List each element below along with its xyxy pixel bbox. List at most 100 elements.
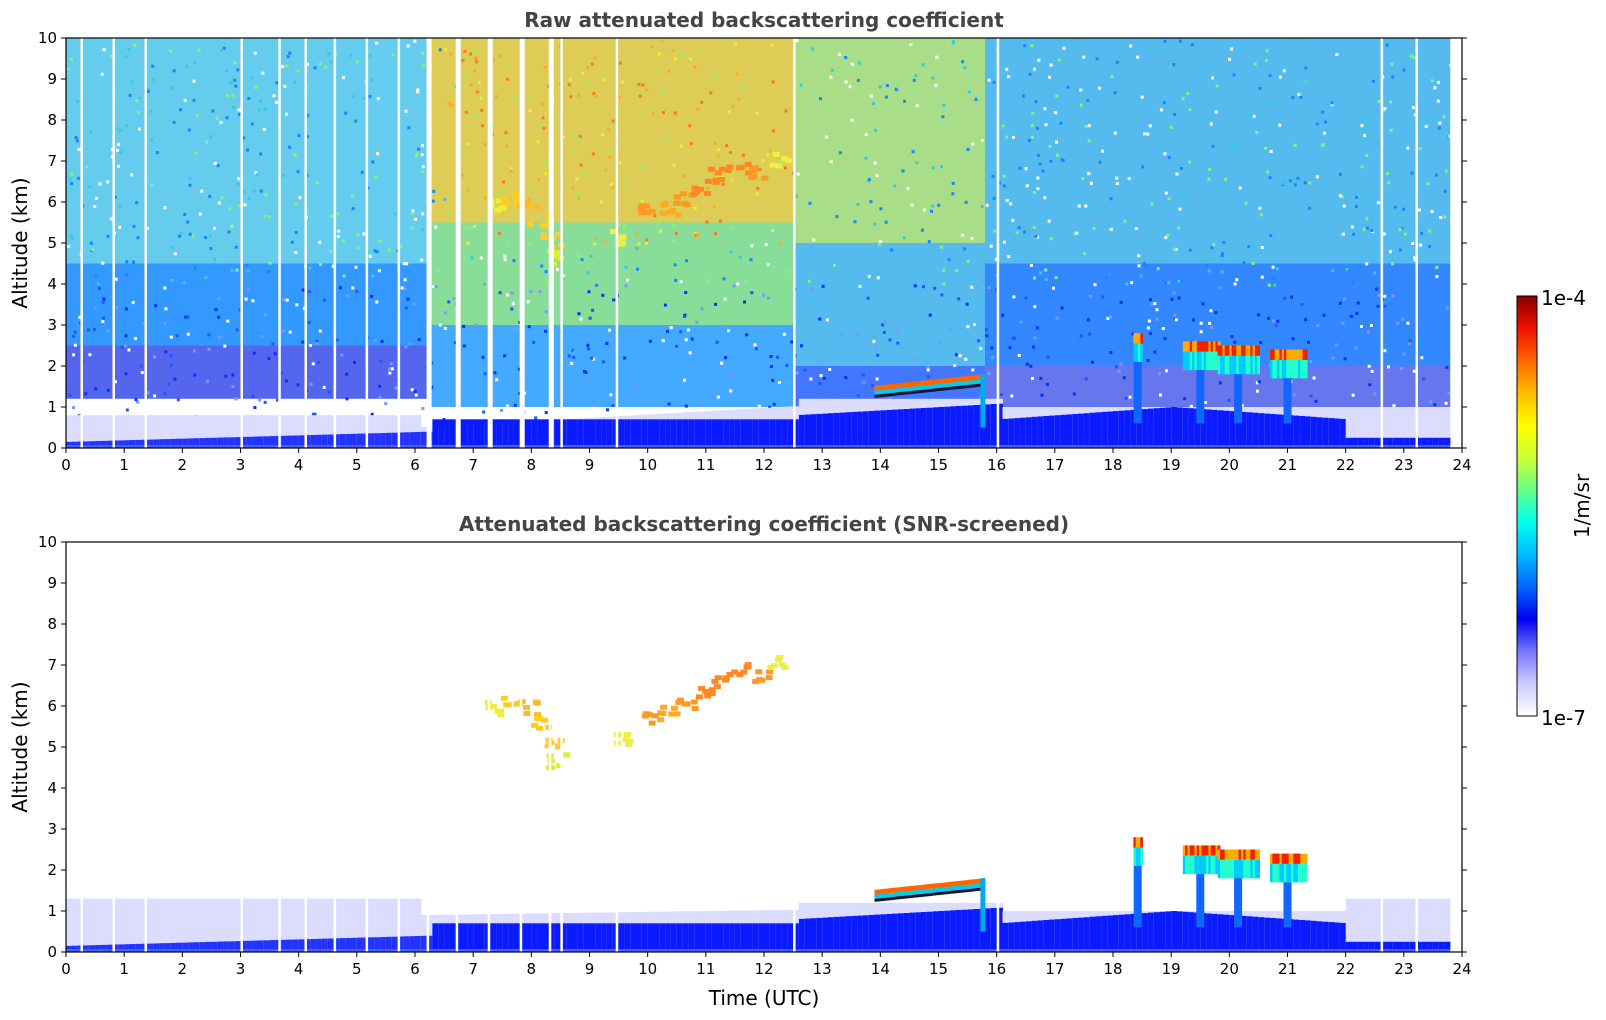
boundary-layer-cell [71, 898, 79, 952]
boundary-layer-core-cell [985, 908, 992, 952]
boundary-layer-core-cell [304, 435, 311, 448]
boundary-layer-core-cell [560, 419, 567, 448]
boundary-layer-core-cell [1368, 941, 1376, 952]
boundary-layer-core-cell [711, 419, 718, 448]
y-tick-label: 1 [47, 902, 57, 920]
surface-layer-cell [112, 445, 119, 448]
noise-speckle [603, 240, 607, 244]
noise-speckle [375, 41, 379, 45]
surface-layer-cell [1142, 445, 1149, 448]
surface-layer-cell [321, 949, 329, 952]
cirrus-cell [761, 175, 769, 181]
boundary-layer-cell [368, 415, 375, 448]
noise-speckle [819, 97, 822, 101]
noise-speckle [593, 56, 597, 60]
noise-speckle [856, 203, 860, 206]
surface-layer-cell [415, 445, 422, 448]
noise-speckle [909, 43, 913, 47]
convective-cloud-cell [1284, 349, 1287, 360]
noise-speckle [671, 239, 675, 243]
panel-raw-title: Raw attenuated backscattering coefficien… [524, 8, 1004, 32]
low-cloud-cell [953, 382, 957, 387]
noise-speckle [315, 340, 319, 343]
noise-speckle [1179, 280, 1183, 284]
surface-layer-cell [711, 949, 718, 952]
noise-speckle [340, 353, 344, 357]
noise-speckle [1365, 262, 1369, 266]
noise-speckle [258, 398, 262, 402]
surface-layer-cell [1339, 949, 1347, 952]
noise-speckle [510, 167, 513, 171]
surface-layer-cell [310, 949, 317, 952]
noise-speckle [1022, 80, 1026, 84]
convective-cloud-cell [1213, 351, 1216, 371]
noise-speckle [307, 321, 311, 324]
y-tick-label: 9 [47, 574, 57, 592]
noise-speckle [961, 98, 965, 102]
surface-layer-cell [1165, 949, 1172, 952]
boundary-layer-core-cell [543, 923, 550, 952]
surface-layer-cell [897, 949, 905, 952]
noise-speckle [1292, 393, 1296, 397]
surface-layer-cell [496, 949, 503, 952]
surface-layer-cell [519, 949, 526, 952]
low-cloud-cell [941, 378, 945, 384]
low-cloud-cell [935, 892, 939, 896]
noise-speckle [353, 360, 356, 364]
boundary-layer-core-cell [1054, 415, 1062, 448]
boundary-layer-core-cell [932, 407, 939, 448]
boundary-layer-cell [1398, 898, 1405, 952]
noise-speckle [1308, 181, 1312, 185]
boundary-layer-core-cell [1211, 913, 1219, 952]
noise-speckle [1253, 62, 1257, 66]
noise-speckle [812, 238, 816, 242]
noise-speckle [1428, 245, 1431, 248]
surface-layer-cell [1211, 949, 1219, 952]
convective-cloud-cell [1208, 341, 1212, 352]
noise-speckle [1137, 264, 1141, 268]
noise-speckle [1109, 227, 1113, 231]
boundary-layer-core-cell [1264, 917, 1271, 952]
surface-layer-cell [624, 949, 631, 952]
boundary-layer-core-cell [83, 945, 90, 952]
noise-speckle [511, 302, 515, 306]
low-cloud-cell [883, 393, 887, 397]
convective-cloud-cell [1220, 859, 1223, 879]
noise-speckle [803, 368, 807, 372]
noise-speckle [473, 225, 477, 228]
surface-layer-cell [1427, 445, 1434, 448]
low-cloud-cell [900, 382, 904, 388]
noise-speckle [1409, 54, 1413, 58]
surface-layer-cell [601, 445, 608, 448]
noise-speckle [482, 218, 486, 222]
noise-speckle [742, 86, 746, 90]
boundary-layer-core-cell [897, 913, 905, 952]
boundary-layer-cell [135, 898, 143, 952]
noise-speckle [867, 178, 871, 182]
noise-speckle [118, 225, 122, 229]
surface-layer-cell [525, 949, 532, 952]
noise-speckle [1141, 165, 1145, 169]
convective-cloud-cell [1238, 345, 1242, 356]
surface-layer-cell [938, 445, 945, 448]
low-cloud-cell [915, 885, 919, 891]
boundary-layer-core-cell [589, 419, 596, 448]
noise-speckle [309, 382, 313, 386]
noise-speckle [572, 356, 576, 359]
boundary-layer-cell [1444, 898, 1451, 952]
surface-layer-cell [1060, 445, 1067, 448]
surface-layer-cell [228, 949, 236, 952]
boundary-layer-core-cell [1206, 409, 1213, 448]
noise-speckle [1143, 132, 1147, 136]
noise-speckle [1300, 302, 1304, 306]
x-tick-label: 18 [1103, 960, 1122, 978]
boundary-layer-core-cell [467, 923, 474, 952]
x-tick-label: 8 [527, 960, 537, 978]
noise-speckle [928, 172, 932, 176]
noise-speckle [227, 230, 231, 234]
boundary-layer-core-cell [182, 438, 189, 448]
noise-speckle [244, 297, 248, 301]
boundary-layer-cell [1386, 407, 1393, 448]
noise-speckle [715, 75, 719, 79]
surface-layer-cell [1258, 445, 1265, 448]
